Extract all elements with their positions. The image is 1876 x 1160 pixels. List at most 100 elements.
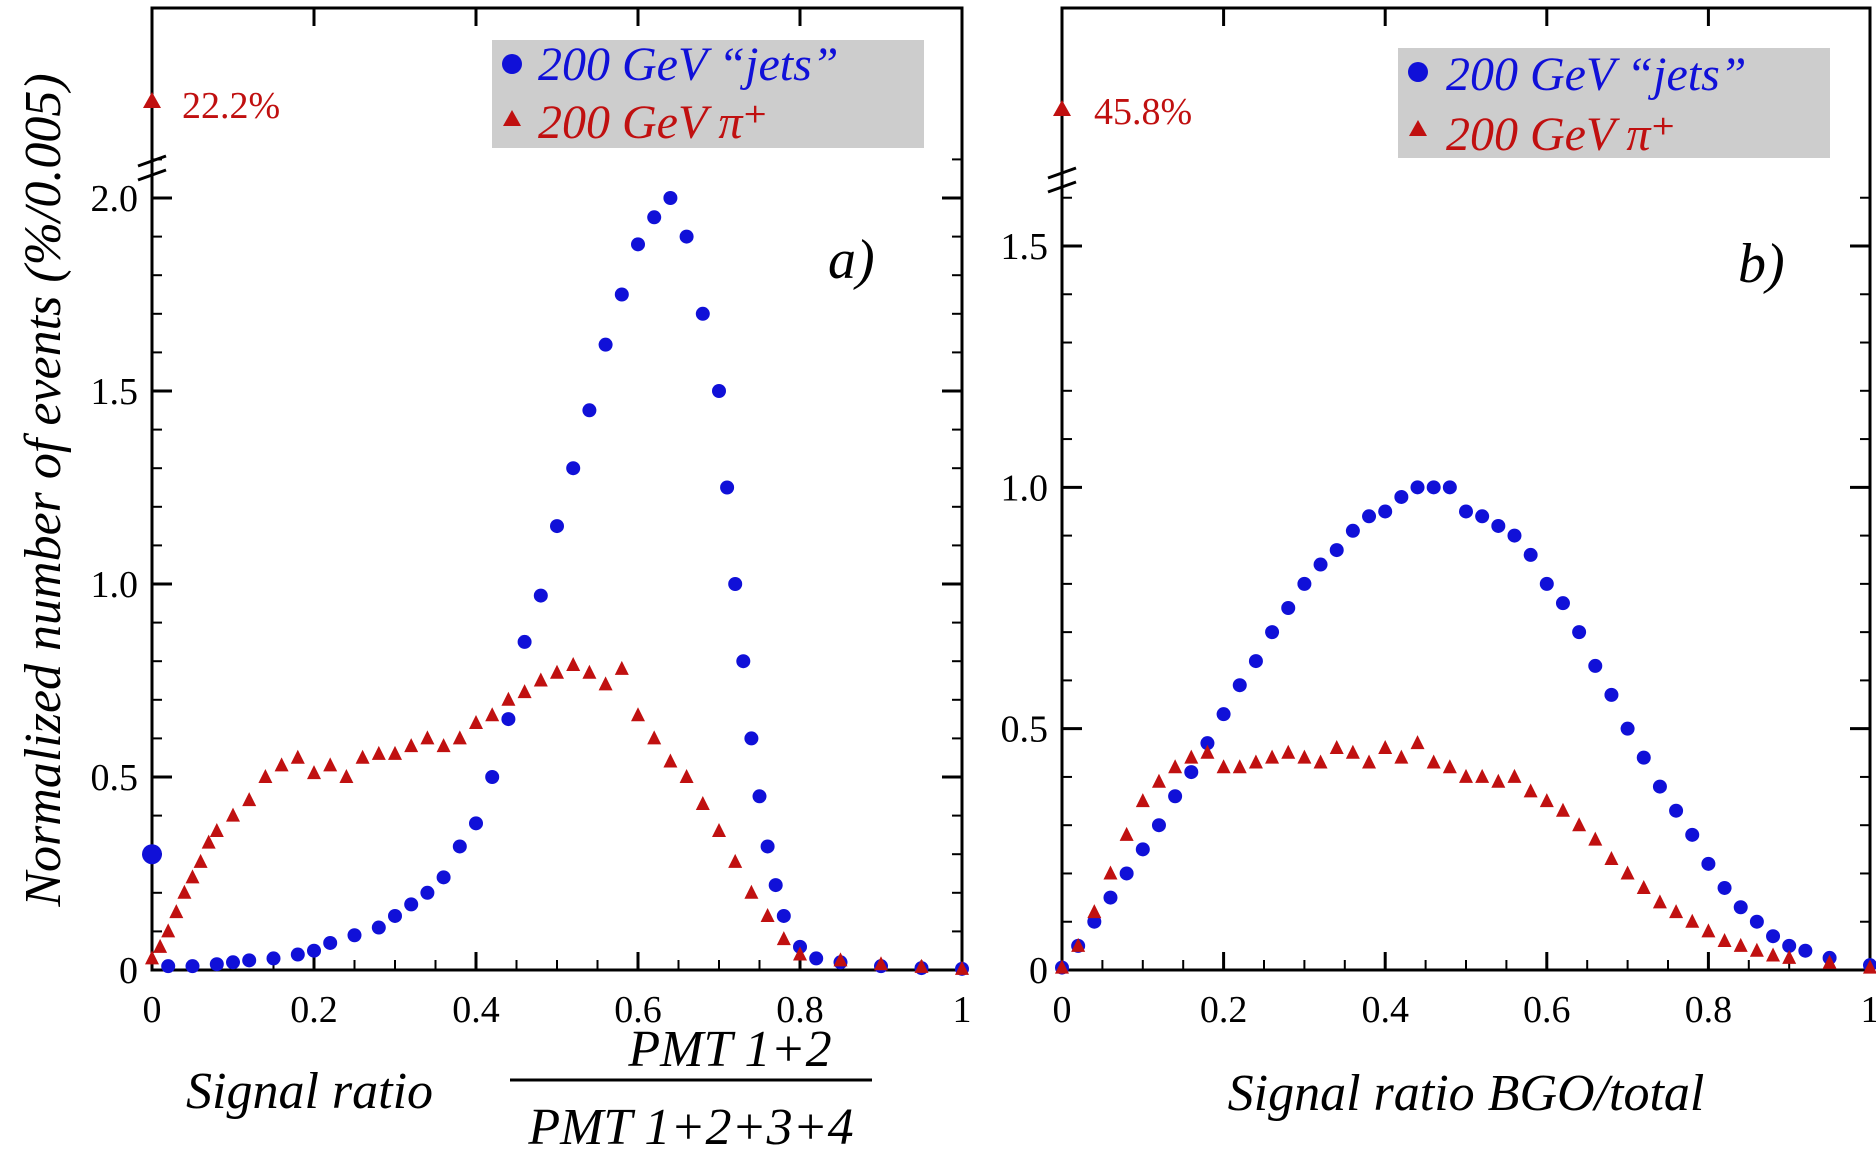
- panel-b-pion-point: [1766, 947, 1781, 962]
- panel-b-pion-point: [1442, 759, 1457, 774]
- panel-a-legend-pion-marker: [503, 110, 521, 126]
- panel-b-x-tick-label: 0.2: [1200, 989, 1248, 1031]
- panel-a-pion-point: [533, 672, 548, 687]
- panel-b-pion-point: [1749, 942, 1764, 957]
- panel-b-pion-point: [1717, 933, 1732, 948]
- panel-b-jets-point: [1782, 938, 1797, 953]
- panel-b-label: b): [1738, 233, 1785, 295]
- panel-a-pion-point: [776, 931, 791, 946]
- panel-b-jets-point: [1604, 687, 1619, 702]
- panel-b-jets-point: [1798, 943, 1813, 958]
- panel-a-points: [142, 191, 969, 976]
- panel-b-jets-point: [1119, 866, 1134, 881]
- panel-b-pion-point: [1135, 793, 1150, 808]
- panel-b-jets-point: [1701, 856, 1716, 871]
- panel-a-x-tick-label: 1: [953, 989, 972, 1031]
- panel-a-jets-point: [485, 770, 500, 784]
- panel-a-jets-point: [760, 839, 775, 854]
- panel-a-pion-point: [793, 946, 807, 961]
- panel-a-jets-point: [517, 634, 532, 649]
- panel-b-pion-point: [1329, 739, 1344, 754]
- panel-a-pion-point: [760, 907, 775, 922]
- panel-b-jets-point: [1491, 518, 1506, 533]
- panel-a-pion-point: [695, 796, 710, 811]
- panel-b-overflow-label: 45.8%: [1094, 91, 1192, 133]
- panel-b-pion-point: [1539, 793, 1554, 808]
- y-axis-title: Normalized number of events (%/0.005): [15, 73, 72, 907]
- panel-a-pion-point: [323, 757, 338, 772]
- panel-a-frame: [150, 6, 964, 972]
- panel-b-pion-point: [1362, 754, 1377, 769]
- panel-a-jets-point: [323, 935, 338, 950]
- panel-a-jets-point: [752, 789, 767, 804]
- panel-a-jets-point: [744, 731, 759, 746]
- panel-a-pion-point: [914, 958, 929, 973]
- panel-b-x-tick-label: 0.8: [1685, 989, 1733, 1031]
- panel-a-jets-point: [533, 588, 548, 603]
- panel-a-jets-point: [290, 947, 305, 962]
- panel-a-pion-point: [469, 714, 483, 729]
- panel-b-jets-point: [1362, 509, 1377, 524]
- panel-a-jets-point: [347, 928, 362, 943]
- panel-a-pion-point: [436, 738, 451, 753]
- panel-a-legend-jets-marker: [502, 54, 522, 74]
- panel-a-pion-point: [679, 769, 694, 783]
- panel-a-pion-point: [258, 769, 273, 783]
- panel-b-pion-point: [1378, 739, 1393, 754]
- panel-b-pion-point: [1685, 913, 1700, 928]
- panel-a-jets-point: [209, 957, 224, 972]
- panel-b-jets-point: [1200, 736, 1215, 751]
- panel-a-x-tick-label: 0: [143, 989, 162, 1031]
- panel-b-x-title: Signal ratio BGO/total: [1228, 1065, 1705, 1122]
- panel-a-pion-point: [161, 923, 176, 938]
- panel-b-x-tick-label: 0.6: [1523, 989, 1571, 1031]
- panel-b-pion-point: [1313, 754, 1328, 769]
- panel-b-jets-point: [1281, 601, 1296, 615]
- panel-a-jets-point: [501, 712, 516, 727]
- panel-a-pion-point: [550, 664, 564, 679]
- panel-b-jets-point: [1265, 625, 1280, 640]
- panel-b-overflow-marker: [1053, 100, 1071, 116]
- panel-a-pion-point: [226, 807, 240, 822]
- panel-a-jets-point: [768, 878, 783, 893]
- panel-a-jets-point: [388, 908, 402, 923]
- panel-b-jets-point: [1410, 480, 1425, 495]
- panel-a-jets-point: [469, 816, 483, 831]
- panel-a-jets-point: [307, 943, 321, 958]
- panel-a-pion-point: [404, 738, 419, 753]
- panel-a-pion-point: [201, 834, 216, 849]
- panel-a-x-tick-label: 0.8: [776, 989, 824, 1031]
- panel-a-pion-point: [290, 749, 305, 764]
- panel-b-pion-point: [1572, 817, 1587, 832]
- panel-a-x-tick-label: 0.4: [452, 989, 500, 1031]
- panel-b-y-tick-label: 0.5: [1001, 709, 1049, 751]
- panel-b-jets-point: [1232, 678, 1247, 693]
- panel-a-jets-point: [663, 191, 678, 205]
- panel-a-pion-point: [274, 757, 289, 772]
- panel-a-pion-point: [647, 730, 662, 745]
- panel-a-pion-point: [712, 823, 726, 838]
- panel-b-pion-point: [1652, 894, 1667, 909]
- panel-b-pion-point: [1265, 749, 1280, 764]
- panel-b-pion-point: [1151, 773, 1166, 788]
- panel-b-pion-point: [1701, 923, 1716, 938]
- panel-a-pion-point: [242, 792, 257, 807]
- panel-a-pion-point: [833, 952, 848, 967]
- panel-b-pion-point: [1216, 759, 1231, 774]
- panel-b-jets-point: [1459, 504, 1473, 519]
- panel-a-y-tick-label: 1.0: [91, 564, 139, 606]
- panel-b-jets-point: [1329, 543, 1344, 558]
- panel-a-pion-point: [728, 853, 743, 868]
- panel-a-pion-point: [955, 960, 969, 975]
- panel-a-x-tick-label: 0.6: [614, 989, 662, 1031]
- panel-a-jets-point: [404, 897, 419, 912]
- panel-b-jets-point: [1636, 750, 1651, 765]
- panel-b-pion-point: [1459, 768, 1473, 783]
- panel-a-jets-point: [226, 955, 240, 970]
- panel-b-pion-point: [1394, 749, 1409, 764]
- panel-b-jets-point: [1749, 914, 1764, 929]
- panel-b-pion-point: [1168, 759, 1183, 774]
- panel-b-jets-point: [1151, 818, 1166, 833]
- panel-b-pion-point: [1588, 831, 1603, 846]
- panel-a-jets-point: [161, 959, 176, 974]
